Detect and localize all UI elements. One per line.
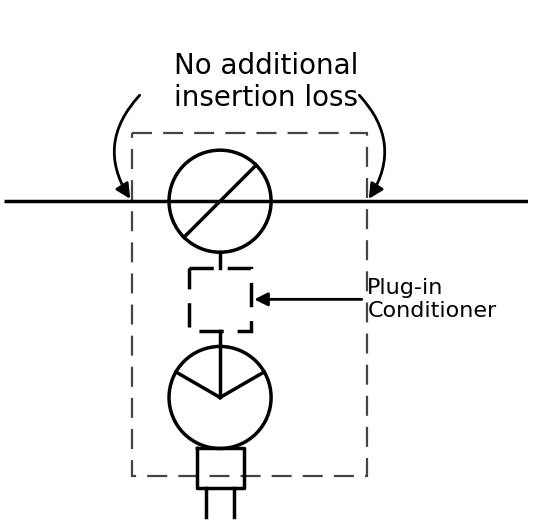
Text: Plug-in
Conditioner: Plug-in Conditioner: [257, 278, 497, 321]
Bar: [189, 268, 252, 331]
Text: No additional
insertion loss: No additional insertion loss: [174, 52, 358, 112]
Bar: [132, 133, 367, 476]
